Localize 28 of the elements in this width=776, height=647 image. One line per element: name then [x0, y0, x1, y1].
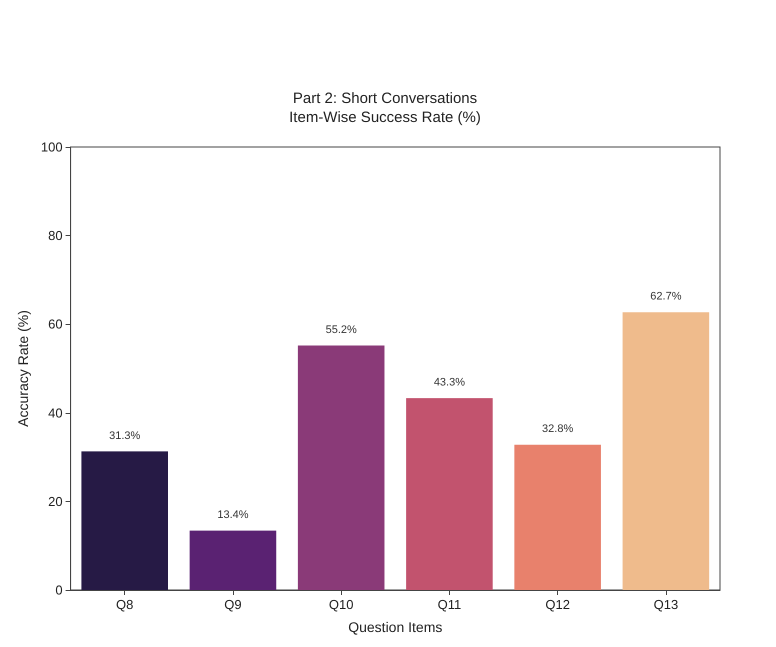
x-tick-label: Q10	[328, 597, 354, 612]
x-tick-label: Q13	[654, 597, 678, 612]
bar	[298, 345, 384, 590]
y-tick-label: 60	[48, 316, 63, 332]
bar	[81, 451, 168, 590]
x-tick-label: Q9	[224, 597, 242, 612]
bar	[190, 530, 276, 590]
data-label: 62.7%	[650, 290, 682, 303]
y-tick-label: 40	[48, 405, 63, 420]
y-axis-title: Accuracy Rate (%)	[15, 310, 31, 427]
bar	[514, 444, 601, 590]
x-axis-title: Question Items	[348, 619, 442, 635]
chart-subtitle: Item-Wise Success Rate (%)	[289, 109, 481, 126]
bar	[622, 312, 710, 590]
y-tick-label: 80	[48, 228, 63, 244]
x-tick-label: Q8	[116, 597, 134, 612]
x-tick-label: Q11	[438, 597, 462, 612]
y-tick-label: 0	[55, 582, 63, 598]
data-label: 31.3%	[109, 430, 141, 442]
y-tick-label: 20	[48, 494, 63, 509]
bar	[406, 398, 493, 590]
data-label: 13.4%	[217, 509, 249, 522]
x-tick-label: Q12	[545, 597, 570, 612]
data-label: 43.3%	[434, 376, 466, 389]
y-tick-label: 100	[40, 140, 63, 154]
data-label: 55.2%	[326, 324, 357, 336]
chart-title: Part 2: Short Conversations	[292, 90, 478, 107]
data-label: 32.8%	[542, 423, 574, 436]
